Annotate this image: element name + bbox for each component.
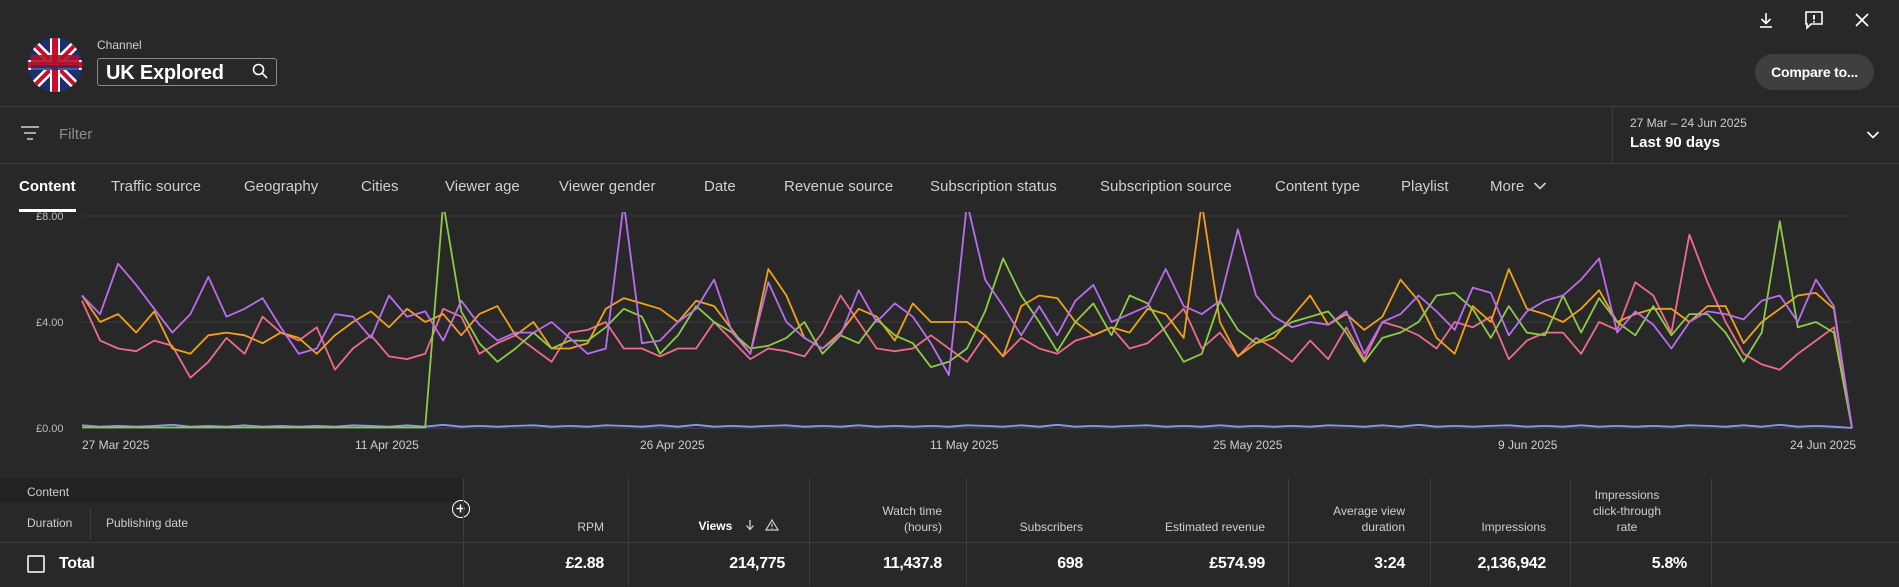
x-tick-label: 11 May 2025 [930, 438, 999, 452]
estimated-revenue-column-header[interactable]: Estimated revenue [1164, 520, 1265, 534]
total-average-view-duration: 3:24 [1374, 555, 1405, 572]
tab-viewer-age[interactable]: Viewer age [445, 178, 520, 195]
download-icon[interactable] [1753, 7, 1779, 33]
content-column-header[interactable]: Content [27, 485, 70, 499]
line-chart: £8.00 £4.00 £0.00 27 Mar 2025 11 Apr 2025 26 … [0, 212, 1899, 478]
tab-date[interactable]: Date [704, 178, 736, 195]
publishing-date-column-header[interactable]: Publishing date [106, 516, 189, 530]
impressions-column-header[interactable]: Impressions [1481, 520, 1546, 534]
series-line[interactable] [81, 212, 1853, 429]
divider [0, 163, 1899, 164]
tab-subscription-source[interactable]: Subscription source [1100, 178, 1232, 195]
content-header-bg [0, 478, 462, 502]
filter-icon[interactable] [20, 125, 40, 146]
chevron-down-icon [1534, 182, 1547, 190]
divider [1288, 478, 1289, 586]
chart-svg: £8.00 £4.00 £0.00 27 Mar 2025 11 Apr 2025 26 … [36, 212, 1856, 452]
divider [0, 106, 1899, 107]
dimension-tabs: Content Traffic source Geography Cities … [0, 164, 1899, 212]
x-tick-label: 9 Jun 2025 [1498, 438, 1558, 452]
filter-input[interactable]: Filter [59, 126, 93, 143]
tab-playlist[interactable]: Playlist [1401, 178, 1449, 195]
channel-name: UK Explored [106, 62, 224, 84]
chevron-down-icon [1866, 127, 1880, 145]
top-actions [1753, 7, 1875, 33]
series-line[interactable] [81, 212, 1853, 429]
total-subscribers: 698 [1057, 555, 1083, 572]
divider [1570, 478, 1571, 586]
total-watch-time: 11,437.8 [883, 555, 942, 572]
date-period-text: Last 90 days [1630, 134, 1721, 151]
divider [966, 478, 967, 586]
channel-caption: Channel [97, 38, 142, 52]
tab-geography[interactable]: Geography [244, 178, 319, 195]
feedback-icon[interactable] [1801, 7, 1827, 33]
filter-bar[interactable]: Filter [0, 107, 1899, 163]
y-tick-label: £4.00 [36, 317, 64, 329]
divider [463, 478, 464, 586]
search-icon[interactable] [252, 63, 268, 84]
divider [90, 508, 91, 540]
x-tick-label: 24 Jun 2025 [1790, 438, 1856, 452]
x-tick-label: 27 Mar 2025 [82, 438, 150, 452]
tab-content-type[interactable]: Content type [1275, 178, 1361, 195]
watch-time-column-header[interactable]: Watch time (hours) [882, 504, 942, 534]
series-line[interactable] [82, 212, 1853, 429]
close-icon[interactable] [1849, 7, 1875, 33]
divider [1711, 478, 1712, 586]
tab-revenue-source[interactable]: Revenue source [784, 178, 894, 195]
series-line[interactable] [81, 423, 1853, 429]
divider [1430, 478, 1431, 586]
tab-subscription-status[interactable]: Subscription status [930, 178, 1057, 195]
total-estimated-revenue: £574.99 [1209, 555, 1265, 572]
divider [809, 478, 810, 586]
x-tick-label: 26 Apr 2025 [640, 438, 705, 452]
add-column-button[interactable] [452, 500, 470, 518]
total-impressions: 2,136,942 [1477, 555, 1547, 572]
total-impressions-ctr: 5.8% [1651, 555, 1688, 572]
divider [628, 478, 629, 586]
rpm-column-header[interactable]: RPM [577, 520, 604, 534]
top-bar: Channel UK Explored Compare to... [0, 0, 1899, 106]
channel-avatar [28, 38, 82, 92]
total-checkbox[interactable] [27, 555, 45, 573]
y-tick-label: £8.00 [36, 212, 64, 223]
subscribers-column-header[interactable]: Subscribers [1019, 520, 1083, 534]
views-column-label: Views [698, 519, 733, 533]
warning-icon [764, 518, 780, 531]
average-view-duration-column-header[interactable]: Average view duration [1333, 504, 1405, 534]
series-line[interactable] [81, 233, 1853, 429]
tab-more-label: More [1490, 178, 1525, 195]
sort-down-icon [745, 520, 754, 531]
metrics-table: Content Duration Publishing date RPM Vie… [0, 478, 1899, 586]
date-range-selector[interactable]: 27 Mar – 24 Jun 2025 Last 90 days [1612, 107, 1899, 163]
compare-to-button[interactable]: Compare to... [1755, 54, 1874, 90]
tab-traffic-source[interactable]: Traffic source [111, 178, 202, 195]
tab-more[interactable]: More [1490, 164, 1547, 212]
y-tick-label: £0.00 [36, 423, 64, 435]
tab-content[interactable]: Content [19, 164, 76, 212]
total-rpm: £2.88 [565, 555, 604, 572]
impressions-ctr-column-header[interactable]: Impressions click-through rate [1592, 488, 1662, 534]
total-views: 214,775 [729, 555, 785, 572]
tab-viewer-gender[interactable]: Viewer gender [559, 178, 656, 195]
views-column-header[interactable]: Views [699, 518, 780, 534]
total-label: Total [59, 555, 95, 572]
total-row: Total £2.88 214,775 11,437.8 698 £574.99… [0, 542, 1899, 587]
channel-selector[interactable]: UK Explored [97, 58, 277, 86]
x-tick-label: 25 May 2025 [1213, 438, 1283, 452]
tab-cities[interactable]: Cities [361, 178, 399, 195]
date-range-text: 27 Mar – 24 Jun 2025 [1630, 116, 1747, 130]
duration-column-header[interactable]: Duration [27, 516, 73, 530]
x-tick-label: 11 Apr 2025 [355, 438, 419, 452]
